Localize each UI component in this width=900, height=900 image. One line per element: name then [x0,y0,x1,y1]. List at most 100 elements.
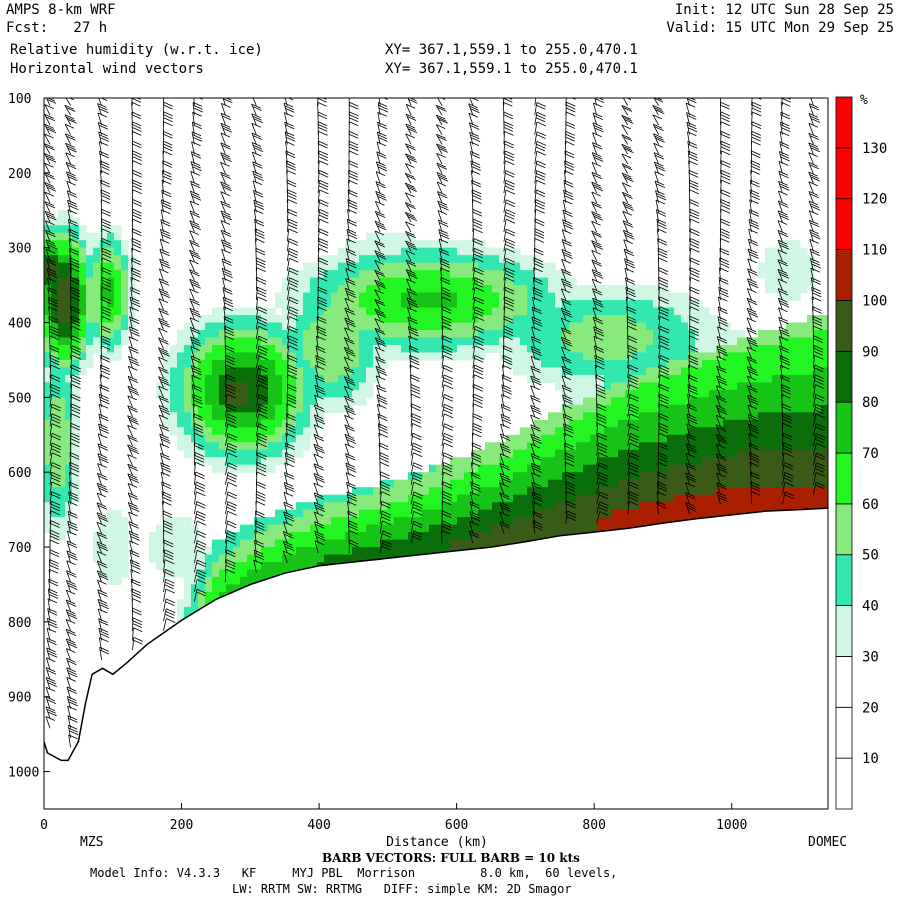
heat-cell [513,330,521,339]
heat-cell [184,344,192,354]
heat-cell [471,494,479,503]
heat-cell [527,472,535,481]
heat-cell [597,457,605,466]
heat-cell [324,404,332,413]
heat-cell [58,315,66,324]
heat-cell [548,427,556,436]
heat-cell [100,232,108,241]
heat-cell [436,330,444,339]
heat-cell [639,322,647,331]
heat-cell [639,307,647,316]
heat-cell [65,270,73,279]
heat-cell [618,442,626,451]
heat-cell [296,292,304,301]
heat-cell [464,524,472,533]
heat-cell [450,277,458,286]
heat-cell [429,539,437,548]
heat-cell [170,419,178,428]
heat-cell [212,382,220,391]
heat-cell [107,509,115,518]
heat-cell [513,464,521,473]
heat-cell [380,262,388,271]
heat-cell [436,524,444,533]
heat-cell [394,315,402,324]
heat-cell [233,389,241,398]
heat-cell [513,307,521,316]
heat-cell [548,434,556,443]
heat-cell [485,315,493,324]
heat-cell [660,412,668,421]
heat-cell [646,374,654,383]
heat-cell [303,509,311,518]
heat-cell [275,389,283,398]
heat-cell [226,576,234,586]
heat-cell [303,285,311,294]
heat-cell [58,247,66,256]
heat-cell [499,337,507,346]
heat-cell [163,562,171,571]
heat-cell [548,524,556,533]
heat-cell [275,554,283,563]
heat-cell [576,524,584,533]
heat-cell [639,509,647,518]
heat-cell [646,397,654,406]
heat-cell [527,427,535,436]
heat-cell [114,247,122,256]
heat-cell [590,374,598,383]
heat-cell [457,330,465,339]
heat-cell [548,300,556,309]
heat-cell [51,427,59,436]
heat-cell [387,270,395,279]
heat-cell [548,509,556,518]
heat-cell [240,374,248,383]
heat-cell [247,330,255,339]
heat-cell [198,389,206,398]
heat-cell [275,337,283,346]
heat-cell [324,307,332,316]
heat-cell [247,315,255,324]
heat-cell [275,315,283,324]
heat-cell [373,330,381,339]
heat-cell [205,419,213,428]
heat-cell [65,397,73,406]
heat-cell [121,532,129,541]
heat-cell [359,292,367,301]
heat-cell [310,352,318,361]
heat-cell [226,412,234,421]
heat-cell [177,337,185,346]
heat-cell [506,532,514,541]
heat-cell [247,337,255,346]
heat-cell [72,322,80,331]
heat-cell [541,367,549,376]
heat-cell [387,240,395,249]
heat-cell [667,479,675,488]
heat-cell [79,337,87,346]
heat-cell [506,509,514,518]
heat-cell [422,532,430,541]
heat-cell [541,517,549,526]
heat-cell [415,487,423,496]
heat-cell [408,539,416,548]
heat-cell [205,442,213,451]
heat-cell [219,547,227,556]
heat-cell [93,307,101,316]
heat-cell [184,374,192,383]
heat-cell [408,344,416,354]
heat-cell [527,285,535,294]
heat-cell [170,389,178,398]
heat-cell [205,389,213,398]
heat-cell [240,322,248,331]
heat-cell [443,315,451,324]
heat-cell [58,449,66,458]
heat-cell [324,539,332,548]
heat-cell [639,472,647,481]
heat-cell [534,427,542,436]
heat-cell [107,232,115,241]
heat-cell [471,255,479,264]
heat-cell [534,359,542,369]
heat-cell [436,509,444,518]
heat-cell [268,344,276,354]
heat-cell [58,479,66,488]
heat-cell [261,532,269,541]
heat-cell [345,554,353,563]
